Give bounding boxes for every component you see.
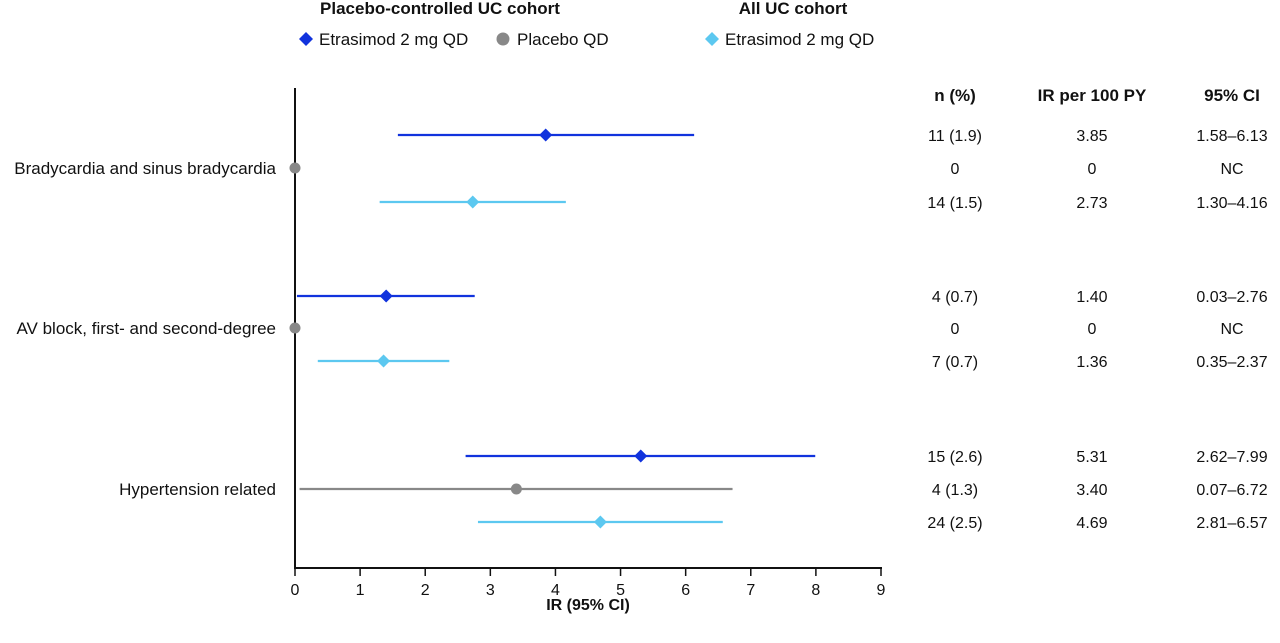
cell-ir: 3.40 — [1076, 482, 1107, 499]
category-label: Hypertension related — [119, 480, 276, 499]
cell-n-pct: 4 (1.3) — [932, 482, 978, 499]
point-estimate-diamond — [377, 354, 391, 368]
x-tick-label: 7 — [746, 582, 755, 599]
axes: 0 1 2 3 4 5 6 7 8 9 IR (95% CI) — [291, 88, 886, 614]
diamond-marker-icon — [705, 32, 719, 46]
cell-n-pct: 11 (1.9) — [928, 128, 982, 145]
cell-ir: 3.85 — [1076, 128, 1107, 145]
table-header: n (%) IR per 100 PY 95% CI — [934, 86, 1260, 105]
cell-ir: 1.40 — [1076, 289, 1107, 306]
point-estimate-circle — [289, 322, 301, 334]
point-estimate-diamond — [593, 515, 607, 529]
point-estimate-diamond — [466, 195, 480, 209]
cell-n-pct: 0 — [951, 161, 960, 178]
x-tick-label: 0 — [291, 582, 300, 599]
point-estimate-diamond — [539, 128, 553, 142]
x-tick-label: 2 — [421, 582, 430, 599]
cell-ci: 0.35–2.37 — [1196, 354, 1267, 371]
cell-n-pct: 24 (2.5) — [927, 515, 982, 532]
point-estimate-diamond — [634, 449, 648, 463]
legend-entry-etrasimod-pc: Etrasimod 2 mg QD — [319, 30, 468, 49]
circle-marker-icon — [496, 32, 510, 46]
cell-ir: 0 — [1088, 321, 1097, 338]
legend-group-title-all-uc: All UC cohort — [739, 0, 848, 18]
x-tick-label: 6 — [681, 582, 690, 599]
cell-n-pct: 15 (2.6) — [927, 449, 982, 466]
legend-entry-etrasimod-all: Etrasimod 2 mg QD — [725, 30, 874, 49]
cell-ci: NC — [1220, 161, 1243, 178]
cell-ir: 4.69 — [1076, 515, 1107, 532]
x-axis-label: IR (95% CI) — [546, 597, 630, 614]
cell-n-pct: 4 (0.7) — [932, 289, 978, 306]
x-tick-label: 1 — [356, 582, 365, 599]
point-estimate-circle — [510, 483, 522, 495]
x-tick-label: 5 — [616, 582, 625, 599]
legend: Placebo-controlled UC cohort All UC coho… — [299, 0, 874, 49]
cell-ci: 1.58–6.13 — [1196, 128, 1267, 145]
category-label: Bradycardia and sinus bradycardia — [14, 159, 276, 178]
diamond-marker-icon — [299, 32, 313, 46]
table-cells: 11 (1.9) 3.85 1.58–6.13 0 0 NC 14 (1.5) 2.73 1.3… — [927, 128, 1267, 532]
cell-ir: 2.73 — [1076, 195, 1107, 212]
column-header-ir: IR per 100 PY — [1038, 86, 1147, 105]
cell-ir: 1.36 — [1076, 354, 1107, 371]
cell-ci: 0.07–6.72 — [1196, 482, 1267, 499]
cell-n-pct: 7 (0.7) — [932, 354, 978, 371]
cell-n-pct: 14 (1.5) — [927, 195, 982, 212]
column-header-ci: 95% CI — [1204, 86, 1260, 105]
point-estimate-diamond — [379, 289, 393, 303]
cell-ir: 0 — [1088, 161, 1097, 178]
point-estimate-circle — [289, 162, 301, 174]
column-header-n-pct: n (%) — [934, 86, 976, 105]
cell-ci: 1.30–4.16 — [1196, 195, 1267, 212]
chart-marks — [289, 128, 816, 529]
cell-ci: 0.03–2.76 — [1196, 289, 1267, 306]
category-label: AV block, first- and second-degree — [16, 319, 276, 338]
cell-n-pct: 0 — [951, 321, 960, 338]
x-tick-label: 4 — [551, 582, 560, 599]
x-tick-label: 9 — [877, 582, 886, 599]
x-axis-ticks: 0 1 2 3 4 5 6 7 8 9 — [291, 568, 886, 599]
legend-group-title-placebo-controlled: Placebo-controlled UC cohort — [320, 0, 560, 18]
legend-entry-placebo: Placebo QD — [517, 30, 609, 49]
x-tick-label: 3 — [486, 582, 495, 599]
cell-ir: 5.31 — [1076, 449, 1107, 466]
cell-ci: 2.62–7.99 — [1196, 449, 1267, 466]
category-labels: Bradycardia and sinus bradycardia AV bloc… — [14, 159, 276, 499]
x-tick-label: 8 — [811, 582, 820, 599]
cell-ci: 2.81–6.57 — [1196, 515, 1267, 532]
cell-ci: NC — [1220, 321, 1243, 338]
